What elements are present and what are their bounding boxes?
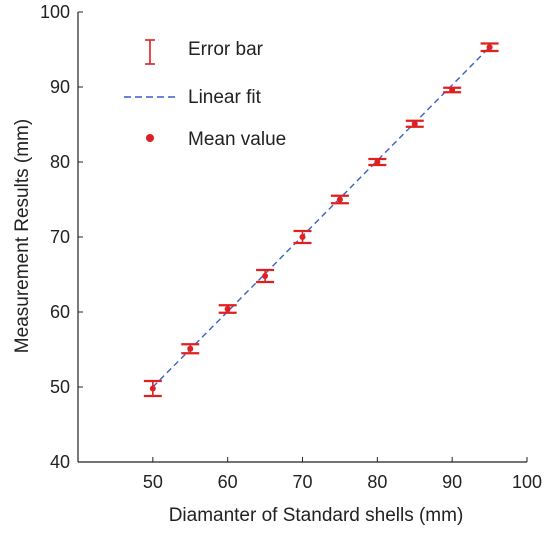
legend-label-mean-value: Mean value	[188, 129, 286, 150]
mean-value-point	[336, 196, 343, 203]
mean-value-point	[411, 120, 418, 127]
x-tick-label: 80	[367, 472, 387, 492]
y-tick-label: 50	[50, 377, 70, 397]
legend-label-linear-fit: Linear fit	[188, 87, 262, 108]
mean-value-point	[187, 345, 194, 352]
mean-value-point	[299, 234, 306, 240]
legend-mean-value-symbol	[146, 134, 154, 142]
point-layer	[149, 44, 493, 392]
tick-layer: 50 60 70 80 90 100 40 50 60 70 80 90 100	[40, 2, 542, 492]
y-tick-label: 100	[40, 2, 70, 22]
legend-label-error-bar: Error bar	[188, 39, 264, 60]
mean-value-point	[486, 44, 493, 51]
x-tick-label: 100	[512, 472, 542, 492]
mean-value-point	[224, 306, 231, 312]
y-tick-label: 40	[50, 452, 70, 472]
legend-errorbar-symbol	[145, 39, 155, 65]
x-tick-label: 50	[143, 472, 163, 492]
mean-value-point	[449, 87, 456, 93]
x-tick-label: 70	[292, 472, 312, 492]
x-axis-title: Diamanter of Standard shells (mm)	[169, 505, 464, 526]
x-tick-label: 90	[442, 472, 462, 492]
y-axis-title: Measurement Results (mm)	[12, 119, 33, 353]
x-tick-label: 60	[218, 472, 238, 492]
y-tick-label: 60	[50, 302, 70, 322]
y-tick-label: 90	[50, 77, 70, 97]
mean-value-point	[149, 385, 156, 392]
y-tick-label: 70	[50, 227, 70, 247]
mean-value-point	[374, 159, 381, 165]
mean-value-point	[262, 273, 269, 279]
legend: Error bar Linear fit Mean value	[124, 39, 286, 150]
y-tick-label: 80	[50, 152, 70, 172]
